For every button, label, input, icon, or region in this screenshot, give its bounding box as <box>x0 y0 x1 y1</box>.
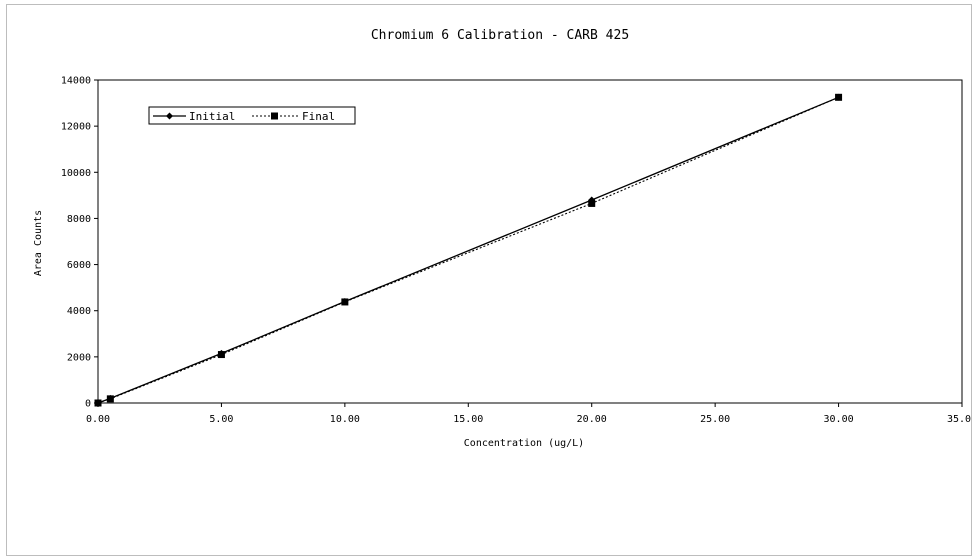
x-tick-label: 10.00 <box>330 414 360 425</box>
y-tick-label: 6000 <box>67 260 91 271</box>
legend: Initial Final <box>148 106 356 125</box>
y-tick-label: 4000 <box>67 306 91 317</box>
x-tick-label: 30.00 <box>824 414 854 425</box>
x-tick-label: 25.00 <box>700 414 730 425</box>
y-axis-label: Area Counts <box>33 210 44 276</box>
x-axis-label: Concentration (ug/L) <box>464 438 584 449</box>
data-point-final <box>106 395 114 403</box>
x-tick-label: 5.00 <box>209 414 233 425</box>
series-line-final <box>97 96 839 404</box>
x-tick-label: 20.00 <box>577 414 607 425</box>
data-point-final <box>341 298 349 306</box>
legend-marker-initial <box>166 112 173 120</box>
plot-area <box>97 79 963 404</box>
y-axis: 0 2000 4000 6000 8000 10000 12000 14000 <box>61 76 98 410</box>
legend-marker-final <box>271 112 278 120</box>
y-tick-label: 2000 <box>67 352 91 363</box>
data-point-final <box>835 93 843 101</box>
y-tick-label: 8000 <box>67 214 91 225</box>
series-layer <box>94 93 843 407</box>
series-line-initial <box>97 96 839 404</box>
plot-border <box>97 79 963 404</box>
y-tick-label: 14000 <box>61 76 91 87</box>
y-tick-label: 10000 <box>61 168 91 179</box>
calibration-chart: Chromium 6 Calibration - CARB 425 0.00 5.… <box>33 28 971 449</box>
y-tick-label: 12000 <box>61 122 91 133</box>
data-point-final <box>217 351 225 359</box>
chart-frame: Chromium 6 Calibration - CARB 425 0.00 5.… <box>6 4 972 556</box>
legend-label-final: Final <box>302 110 335 123</box>
data-point-final <box>588 199 596 207</box>
data-point-final <box>94 399 102 407</box>
y-tick-label: 0 <box>85 399 91 410</box>
x-tick-label: 0.00 <box>86 414 110 425</box>
x-axis: 0.00 5.00 10.00 15.00 20.00 25.00 30.00 35.00 <box>86 403 971 425</box>
legend-label-initial: Initial <box>189 110 235 123</box>
chart-title: Chromium 6 Calibration - CARB 425 <box>371 28 629 43</box>
x-tick-label: 15.00 <box>453 414 483 425</box>
x-tick-label: 35.00 <box>947 414 971 425</box>
